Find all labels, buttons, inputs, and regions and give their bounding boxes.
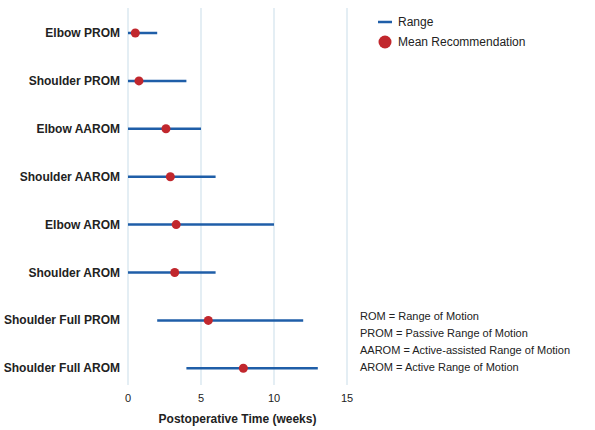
category-label: Elbow AAROM bbox=[36, 122, 120, 136]
mean-marker bbox=[239, 364, 248, 373]
grid-line bbox=[201, 8, 202, 385]
category-label: Shoulder Full PROM bbox=[4, 313, 120, 327]
category-label: Shoulder Full AROM bbox=[4, 361, 120, 375]
range-bar bbox=[186, 367, 317, 370]
range-bar bbox=[157, 319, 303, 322]
marks bbox=[128, 29, 318, 373]
mean-marker bbox=[170, 268, 179, 277]
annotation: ROM = Range of Motion bbox=[360, 310, 479, 322]
category-label: Elbow AROM bbox=[45, 218, 120, 232]
tick-label: 5 bbox=[198, 392, 204, 404]
legend-label: Range bbox=[398, 15, 434, 29]
x-axis-label: Postoperative Time (weeks) bbox=[159, 412, 317, 426]
category-label: Elbow PROM bbox=[45, 26, 120, 40]
mean-marker bbox=[166, 172, 175, 181]
legend-label: Mean Recommendation bbox=[398, 35, 525, 49]
grid-line bbox=[274, 8, 275, 385]
category-label: Shoulder PROM bbox=[29, 74, 120, 88]
mean-marker bbox=[204, 316, 213, 325]
mean-marker bbox=[161, 124, 170, 133]
mean-marker bbox=[134, 76, 143, 85]
annotation: PROM = Passive Range of Motion bbox=[360, 327, 528, 339]
annotation: AAROM = Active-assisted Range of Motion bbox=[360, 344, 570, 356]
grid-line bbox=[128, 8, 129, 385]
tick-label: 15 bbox=[341, 392, 353, 404]
chart-container: 0 5 10 15 Postoperative Time (weeks) Elbow PR… bbox=[0, 0, 595, 430]
mean-marker bbox=[131, 29, 140, 38]
grid-line bbox=[347, 8, 348, 385]
chart-svg: 0 5 10 15 Postoperative Time (weeks) Elbow PR… bbox=[0, 0, 595, 430]
category-label: Shoulder AAROM bbox=[20, 170, 120, 184]
category-label: Shoulder AROM bbox=[28, 266, 120, 280]
tick-label: 10 bbox=[268, 392, 280, 404]
annotation: AROM = Active Range of Motion bbox=[360, 361, 519, 373]
legend-swatch bbox=[378, 21, 392, 24]
legend-swatch bbox=[379, 36, 392, 49]
mean-marker bbox=[172, 220, 181, 229]
tick-label: 0 bbox=[125, 392, 131, 404]
range-bar bbox=[128, 223, 274, 226]
